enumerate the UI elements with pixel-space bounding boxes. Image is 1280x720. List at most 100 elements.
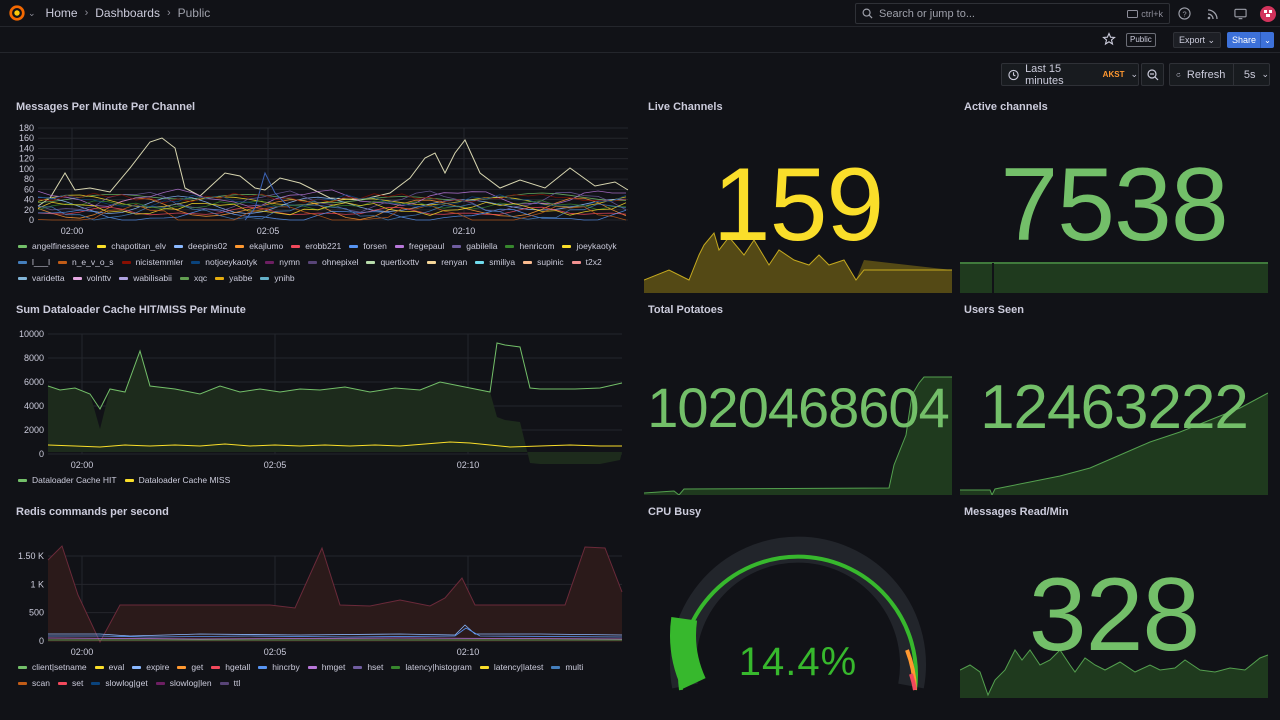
legend-swatch [479, 665, 489, 669]
legend-item[interactable]: slowlog|get [91, 678, 148, 688]
breadcrumb-home[interactable]: Home [45, 6, 78, 20]
star-icon[interactable] [1102, 32, 1116, 46]
legend-item[interactable]: multi [551, 662, 583, 672]
legend-item[interactable]: henricom [505, 241, 554, 251]
x-tick-label: 02:05 [257, 226, 280, 236]
panel-title-messages-per-minute[interactable]: Messages Per Minute Per Channel [16, 101, 196, 113]
search-input[interactable]: Search or jump to... ctrl+k [855, 3, 1170, 24]
panel-title-active-channels[interactable]: Active channels [964, 101, 1048, 113]
legend-item[interactable]: get [177, 662, 203, 672]
legend-item[interactable]: latency|histogram [391, 662, 472, 672]
export-button[interactable]: Export ⌄ [1173, 32, 1222, 48]
panel-title-total-potatoes[interactable]: Total Potatoes [648, 304, 723, 316]
legend-item[interactable]: nicistemmler [121, 257, 183, 267]
legend-swatch [94, 665, 104, 669]
legend-item[interactable]: xqc [179, 273, 207, 283]
share-dropdown-chevron-icon[interactable]: ⌄ [1260, 32, 1274, 48]
legend-label: angelfinesseee [32, 241, 90, 251]
legend-item[interactable]: Dataloader Cache MISS [124, 475, 230, 485]
legend-item[interactable]: varidetta [18, 273, 65, 283]
clock-icon [1008, 69, 1019, 80]
legend-item[interactable]: ekajlumo [235, 241, 283, 251]
y-tick-label: 8000 [24, 353, 44, 363]
panel-title-cpu-busy[interactable]: CPU Busy [648, 506, 702, 518]
legend-item[interactable]: wabilisabii [119, 273, 172, 283]
legend-item[interactable]: t2x2 [571, 257, 602, 267]
help-icon[interactable]: ? [1176, 5, 1193, 22]
legend-item[interactable]: hincrby [258, 662, 300, 672]
panel-title-messages-read[interactable]: Messages Read/Min [964, 506, 1069, 518]
legend-item[interactable]: angelfinesseee [18, 241, 89, 251]
legend-item[interactable]: ohnepixel [308, 257, 358, 267]
legend-item[interactable]: client|setname [18, 662, 87, 672]
refresh-button[interactable]: Refresh 5s ⌄ [1169, 63, 1270, 86]
legend-label: nymn [279, 257, 301, 267]
legend-swatch [571, 260, 581, 264]
legend-label: expire [146, 662, 170, 672]
panel-title-live-channels[interactable]: Live Channels [648, 101, 723, 113]
legend-label: get [191, 662, 204, 672]
legend-label: wabilisabii [133, 273, 172, 283]
legend-item[interactable]: hgetall [211, 662, 250, 672]
messages-read-value: 328 [1028, 557, 1201, 673]
legend-item[interactable]: chapotitan_elv [97, 241, 166, 251]
chevron-down-icon: ⌄ [1261, 69, 1269, 79]
legend-item[interactable]: latency|latest [479, 662, 543, 672]
zoom-out-button[interactable] [1141, 63, 1164, 86]
legend-item[interactable]: ttl [219, 678, 240, 688]
legend-item[interactable]: slowlog|len [155, 678, 212, 688]
legend-item[interactable]: ynihb [260, 273, 295, 283]
chevron-down-icon[interactable]: ⌄ [28, 7, 36, 18]
legend-item[interactable]: n_e_v_o_s [57, 257, 114, 267]
panel-title-users-seen[interactable]: Users Seen [964, 304, 1024, 316]
legend-item[interactable]: smiliya [475, 257, 515, 267]
legend-item[interactable]: scan [18, 678, 50, 688]
panel-title-cache[interactable]: Sum Dataloader Cache HIT/MISS Per Minute [16, 304, 246, 316]
time-range-picker[interactable]: Last 15 minutes AKST ⌄ [1001, 63, 1139, 87]
redis-commands-chart[interactable]: 1.50 K 1 K 500 0 02:00 02:05 02:10 [0, 530, 640, 660]
legend-swatch [18, 276, 27, 280]
legend-item[interactable]: eval [94, 662, 125, 672]
series-line [37, 201, 627, 216]
legend-item[interactable]: forsen [349, 241, 387, 251]
user-avatar[interactable] [1260, 5, 1276, 22]
legend-item[interactable]: notjoeykaotyk [191, 257, 257, 267]
legend-item[interactable]: expire [132, 662, 169, 672]
legend-label: renyan [441, 257, 468, 267]
legend-swatch [121, 260, 131, 264]
legend-item[interactable]: renyan [427, 257, 467, 267]
breadcrumb-current: Public [177, 6, 211, 20]
grafana-logo-icon[interactable] [8, 4, 26, 22]
legend-item[interactable]: hset [353, 662, 383, 672]
legend-item[interactable]: supinic [523, 257, 564, 267]
y-tick-label: 500 [29, 608, 44, 618]
series-line [37, 208, 627, 221]
legend-label: erobb221 [305, 241, 342, 251]
legend-item[interactable]: set [57, 678, 83, 688]
x-tick-label: 02:10 [453, 226, 476, 236]
news-feed-icon[interactable] [1204, 5, 1221, 22]
legend-item[interactable]: joeykaotyk [562, 241, 617, 251]
legend-item[interactable]: deepins02 [174, 241, 227, 251]
legend-item[interactable]: Dataloader Cache HIT [18, 475, 117, 485]
legend-swatch [219, 681, 229, 685]
refresh-interval[interactable]: 5s [1243, 68, 1256, 81]
legend-item[interactable]: erobb221 [291, 241, 341, 251]
legend-label: eval [108, 662, 125, 672]
legend-item[interactable]: hmget [307, 662, 345, 672]
keyboard-shortcut: ctrl+k [1127, 9, 1163, 19]
panel-title-redis[interactable]: Redis commands per second [16, 506, 169, 518]
legend-item[interactable]: gabilella [452, 241, 497, 251]
legend-item[interactable]: quertixxttv [366, 257, 419, 267]
legend-item[interactable]: fregepaul [394, 241, 444, 251]
legend-item[interactable]: nymn [265, 257, 300, 267]
legend-item[interactable]: volnttv [72, 273, 111, 283]
cache-hit-miss-chart[interactable]: 10000 8000 6000 4000 2000 0 02:00 02:05 02:10 [0, 320, 640, 470]
legend-item[interactable]: yabbe [215, 273, 252, 283]
share-button[interactable]: Share [1227, 32, 1262, 48]
breadcrumb-dashboards[interactable]: Dashboards [95, 6, 160, 20]
svg-text:?: ? [1182, 9, 1186, 18]
legend-item[interactable]: l___l [18, 257, 50, 267]
kiosk-mode-icon[interactable] [1232, 5, 1249, 22]
